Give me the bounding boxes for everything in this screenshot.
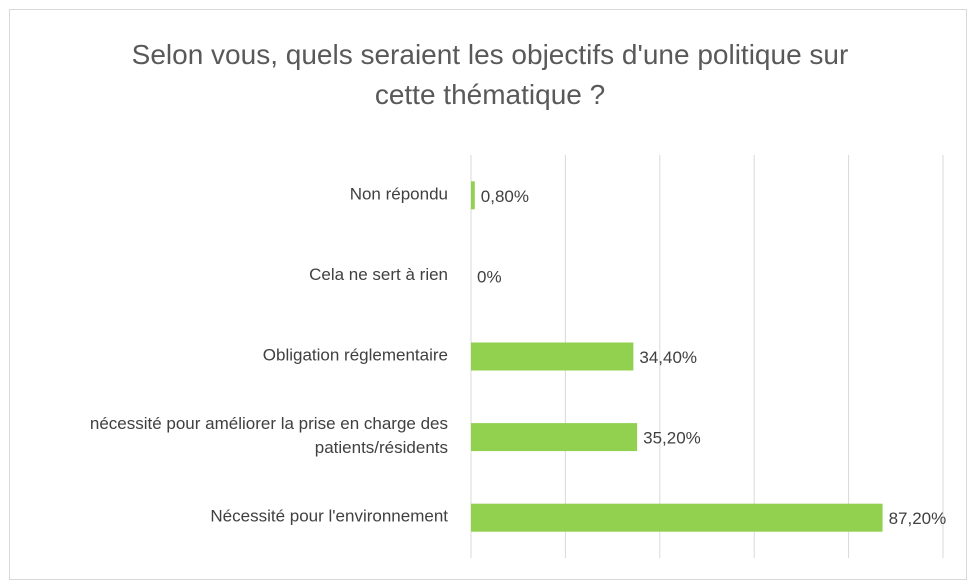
bar [471, 503, 883, 532]
y-tick-label: Non répondu [350, 185, 448, 204]
data-label: 35,20% [643, 429, 701, 448]
bar [471, 342, 634, 371]
data-label: 34,40% [639, 348, 697, 367]
y-tick-label: Cela ne sert à rien [309, 265, 448, 284]
chart-title: Selon vous, quels seraient les objectifs… [132, 39, 849, 110]
data-label: 0% [477, 267, 502, 286]
y-tick-label: Obligation réglementaire [263, 346, 448, 365]
data-label: 0,80% [481, 187, 529, 206]
y-tick-label: Nécessité pour l'environnement [210, 507, 448, 526]
chart-frame [9, 9, 967, 580]
bar [471, 181, 475, 210]
data-label: 87,20% [889, 509, 947, 528]
y-tick-label: nécessité pour améliorer la prise en cha… [90, 415, 448, 458]
bar [471, 423, 638, 452]
